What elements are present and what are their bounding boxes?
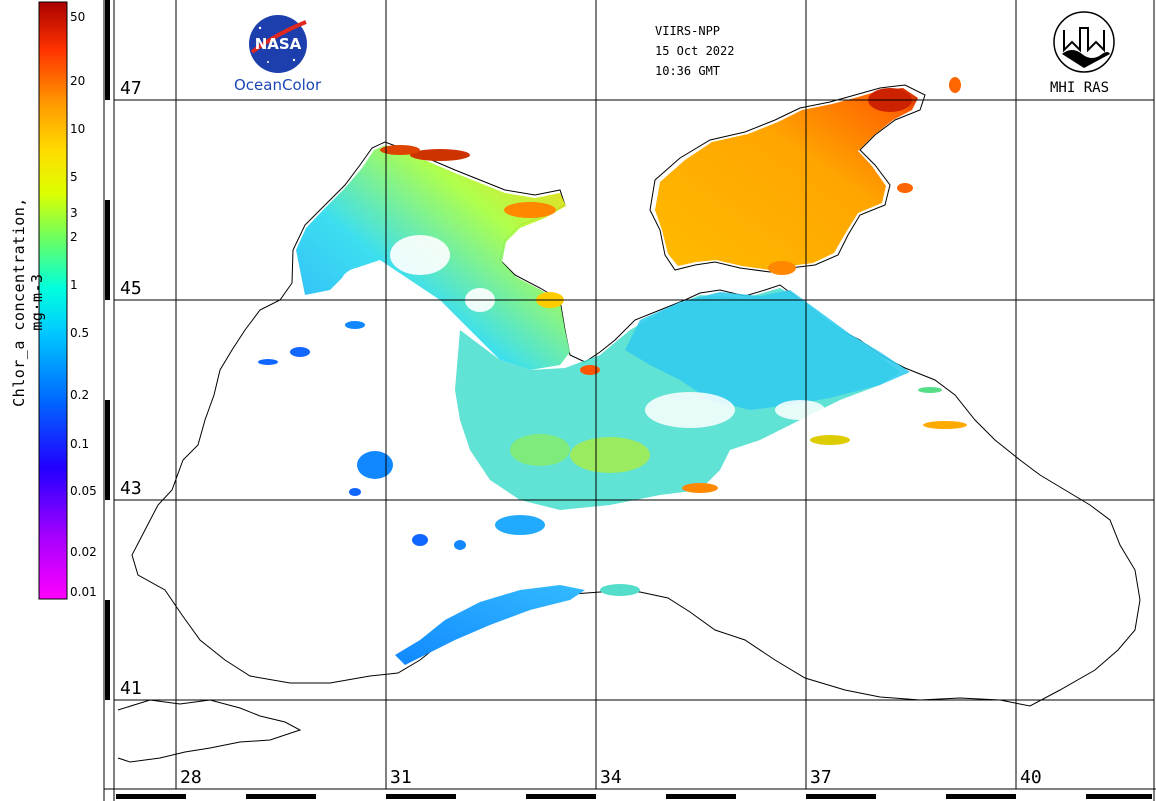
colorbar-tick: 0.05 — [70, 484, 97, 498]
bottom-scale-ticks — [116, 794, 1152, 799]
lon-label-31: 31 — [390, 767, 412, 788]
colorbar — [38, 1, 68, 600]
colorbar-tick: 2 — [70, 230, 78, 244]
left-scale-ticks — [105, 0, 110, 700]
colorbar-tick: 0.02 — [70, 545, 97, 559]
chlorophyll-patches — [258, 77, 967, 596]
south-coast-chlorophyll — [395, 585, 585, 665]
colorbar-tick: 0.01 — [70, 585, 97, 599]
lon-label-28: 28 — [180, 767, 202, 788]
east-chlorophyll — [625, 290, 910, 410]
sensor-label: VIIRS-NPP — [655, 24, 721, 38]
colorbar-tick: 20 — [70, 74, 86, 88]
lat-label-43: 43 — [120, 478, 142, 499]
lon-label-37: 37 — [810, 767, 832, 788]
cloud-gaps — [342, 235, 825, 428]
nasa-badge-text: NASA — [255, 35, 302, 53]
colorbar-tick: 5 — [70, 170, 78, 184]
lat-label-41: 41 — [120, 678, 142, 699]
mhi-ras-caption: MHI RAS — [1050, 80, 1110, 96]
oceancolor-caption: OceanColor — [234, 76, 322, 94]
colorbar-tick: 0.2 — [70, 388, 90, 402]
colorbar-tick: 10 — [70, 122, 86, 136]
colorbar-title: Chlor_a concentration, mg·m-3 — [10, 197, 46, 407]
nasa-logo: NASA — [249, 15, 307, 73]
mhi-ras-logo — [1053, 11, 1115, 73]
date-label: 15 Oct 2022 — [655, 44, 735, 58]
time-label: 10:36 GMT — [655, 64, 721, 78]
colorbar-tick: 1 — [70, 278, 78, 292]
lon-label-34: 34 — [600, 767, 622, 788]
lat-label-45: 45 — [120, 278, 142, 299]
colorbar-tick: 50 — [70, 10, 86, 24]
lat-label-47: 47 — [120, 78, 142, 99]
marmara-coastline — [117, 699, 302, 763]
colorbar-tick: 0.1 — [70, 437, 90, 451]
lon-label-40: 40 — [1020, 767, 1042, 788]
azov-chlorophyll — [655, 88, 918, 270]
graticule — [114, 0, 1154, 789]
colorbar-tick: 3 — [70, 206, 78, 220]
azov-sea-coastline — [649, 84, 926, 273]
colorbar-tick: 0.5 — [70, 326, 90, 340]
